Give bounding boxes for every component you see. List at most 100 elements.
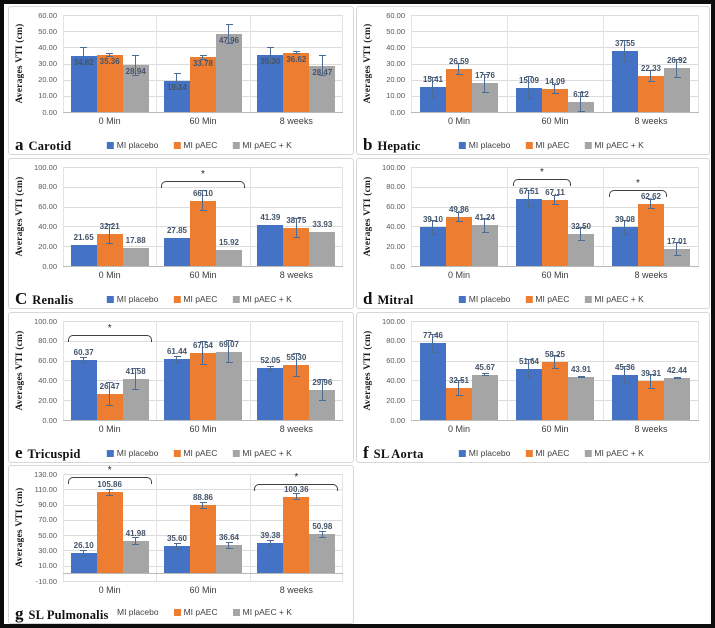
bar-mi-placebo — [164, 359, 190, 420]
bar-value-label: 27.85 — [166, 226, 188, 236]
y-axis-tick-label: 100.00 — [34, 162, 57, 172]
error-bar — [481, 373, 489, 377]
legend-swatch-icon — [584, 295, 592, 303]
legend-label: MI placebo — [468, 448, 511, 458]
significance-bracket: * — [609, 178, 667, 197]
legend-item: MI placebo — [106, 140, 159, 150]
bar-value-label: 17.76 — [474, 71, 496, 81]
legend-swatch-icon — [173, 608, 181, 616]
y-axis-tick-label: 50.00 — [38, 26, 57, 36]
plot-area: 77.46 32.51 45.67 51.64 58.25 43.91 45.36 39.31… — [411, 321, 699, 421]
legend-item: MI pAEC + K — [232, 607, 292, 617]
bar-value-label: 36.64 — [218, 533, 240, 543]
bar-value-label: 21.65 — [73, 232, 94, 242]
bar-mi-paec-+-k — [472, 374, 498, 420]
gridline-vertical — [698, 167, 699, 266]
bar-value-label: 33.78 — [192, 59, 214, 69]
significance-bracket: * — [67, 466, 152, 485]
bar-value-label: 67.51 — [518, 187, 540, 197]
legend-label: MI pAEC + K — [242, 140, 292, 150]
bar-value-label: 26.47 — [99, 381, 120, 391]
x-category-label: 0 Min — [447, 270, 470, 280]
legend-item: MI pAEC + K — [584, 448, 644, 458]
plot-area: 26.10 105.86 41.98 35.60 88.86 36.64 39.38 100.… — [63, 466, 343, 582]
legend-item: MI placebo — [458, 448, 511, 458]
gridline — [411, 186, 699, 188]
panel-caption: b Hepatic — [363, 136, 421, 153]
legend-item: MI pAEC — [173, 448, 217, 458]
gridline-vertical — [63, 321, 64, 420]
y-axis-tick-label: 40.00 — [38, 42, 57, 52]
panel-letter: a — [15, 135, 24, 154]
x-category-label: 8 weeks — [279, 116, 313, 126]
bar-value-label: 41.39 — [260, 213, 281, 223]
panel-title: Mitral — [377, 293, 414, 307]
error-bar — [647, 69, 655, 83]
y-axis-tick-label: 20.00 — [38, 75, 57, 85]
legend-item: MI pAEC + K — [232, 294, 292, 304]
error-bar — [318, 379, 326, 402]
panel-caption: d Mitral — [363, 290, 414, 307]
bar-mi-placebo — [70, 244, 97, 266]
bar-value-label: 39.38 — [260, 531, 281, 541]
chart-panel-b: Averages VTI (cm) 15.41 26.59 17.76 15.09 14.… — [356, 6, 710, 155]
panel-letter: e — [15, 443, 23, 462]
legend-label: MI pAEC + K — [242, 448, 292, 458]
bar-mi-paec-+-k — [216, 545, 242, 574]
significance-bracket: * — [513, 167, 571, 186]
bar-value-label: 41.58 — [125, 366, 146, 376]
legend-swatch-icon — [173, 141, 181, 149]
y-axis-tick-label: 130.00 — [34, 469, 57, 479]
bar-mi-paec-+-k — [664, 249, 690, 266]
error-bar — [173, 72, 181, 90]
y-axis-tick-label: 40.00 — [386, 375, 405, 385]
gridline — [63, 321, 343, 322]
bar-mi-placebo — [70, 553, 97, 574]
y-axis-tick-label: 100.00 — [34, 316, 57, 326]
chart-panel-f: Averages VTI (cm) 77.46 32.51 45.67 51.64 58.… — [356, 312, 710, 463]
bar-mi-paec — [638, 204, 664, 266]
panel-letter: f — [363, 443, 369, 462]
bar-value-label: 26.10 — [73, 541, 94, 551]
legend-label: MI pAEC — [183, 140, 218, 150]
error-bar — [673, 376, 681, 379]
bar-mi-paec-+-k — [568, 376, 594, 420]
gridline — [63, 489, 343, 491]
legend-item: MI placebo — [117, 607, 159, 617]
bar-mi-placebo — [516, 199, 542, 266]
bar-mi-paec — [190, 505, 216, 574]
legend-label: MI pAEC — [535, 140, 570, 150]
legend-item: MI pAEC + K — [584, 294, 644, 304]
bar-mi-placebo — [257, 543, 284, 574]
gridline-vertical — [249, 474, 251, 581]
bar-mi-paec — [446, 69, 472, 112]
bar-value-label: 39.10 — [422, 215, 444, 225]
error-bar — [481, 217, 489, 233]
bar-mi-paec — [96, 492, 123, 574]
x-category-label: 0 Min — [98, 270, 121, 280]
error-bar — [80, 357, 88, 364]
y-axis-tick-label: 80.00 — [38, 336, 57, 346]
legend-item: MI placebo — [106, 294, 158, 304]
bar-mi-paec — [542, 362, 568, 420]
bar-value-label: 45.67 — [474, 362, 496, 372]
gridline-vertical — [507, 15, 508, 112]
gridline-vertical — [698, 15, 699, 112]
error-bar — [318, 530, 326, 539]
error-bar — [525, 359, 533, 379]
bar-mi-paec-+-k — [309, 232, 336, 266]
chart-panel-g: Averages VTI (cm) 26.10 105.86 41.98 35.60 88… — [8, 465, 354, 624]
gridline-vertical — [411, 167, 412, 266]
error-bar — [106, 488, 114, 497]
y-axis-tick-label: 40.00 — [386, 42, 405, 52]
panel-title: SL Aorta — [373, 447, 424, 461]
legend-label: MI placebo — [116, 140, 159, 150]
gridline-vertical — [603, 167, 604, 266]
bar-value-label: 62.62 — [640, 192, 662, 202]
y-axis-tick-label: 80.00 — [386, 182, 405, 192]
bar-value-label: 15.92 — [218, 238, 240, 248]
y-axis-tick-label: 10.00 — [38, 561, 57, 571]
legend-label: MI placebo — [468, 294, 511, 304]
x-category-label: 8 weeks — [634, 116, 668, 126]
legend-swatch-icon — [584, 449, 592, 457]
